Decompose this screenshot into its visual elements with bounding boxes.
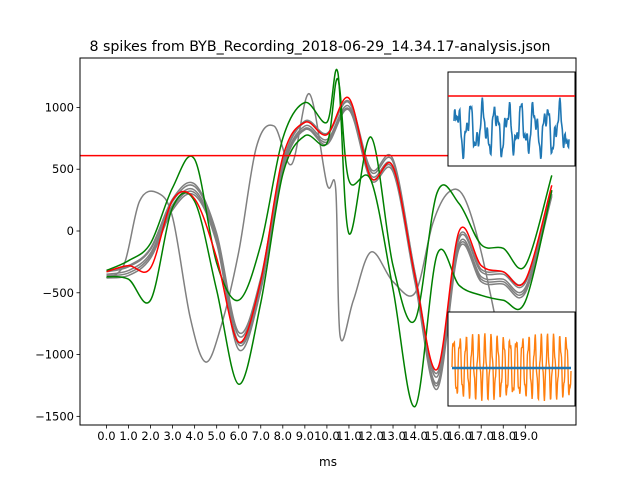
y-tick-label: 0: [67, 224, 74, 238]
x-tick-label: 7.0: [252, 429, 270, 443]
x-tick-label: 3.0: [163, 429, 181, 443]
x-tick-label: 13.0: [380, 429, 406, 443]
x-tick-label: 19.0: [512, 429, 538, 443]
y-tick-label: −500: [42, 286, 74, 300]
x-tick-label: 11.0: [336, 429, 362, 443]
x-tick-label: 15.0: [424, 429, 450, 443]
x-tick-label: 2.0: [141, 429, 159, 443]
y-tick-label: −1000: [35, 348, 74, 362]
x-tick-label: 9.0: [296, 429, 314, 443]
y-tick-label: 500: [52, 162, 74, 176]
series-line-mean-6: [106, 96, 553, 371]
series-line-spike-3: [106, 107, 553, 387]
series-line-upper-7: [106, 68, 553, 323]
x-tick-label: 14.0: [402, 429, 428, 443]
chart-title: 8 spikes from BYB_Recording_2018-06-29_1…: [89, 39, 550, 55]
x-tick-label: 6.0: [230, 429, 248, 443]
x-tick-label: 1.0: [119, 429, 137, 443]
x-tick-label: 0.0: [97, 429, 115, 443]
y-tick-label: −1500: [35, 409, 74, 423]
series-line-lower-8: [106, 78, 553, 408]
series-line-spike-1: [106, 105, 553, 384]
x-tick-label: 17.0: [468, 429, 494, 443]
x-tick-label: 12.0: [358, 429, 384, 443]
x-axis-label: ms: [319, 455, 337, 469]
x-tick-label: 16.0: [446, 429, 472, 443]
y-tick-label: 1000: [45, 100, 74, 114]
series-line-spike-5: [106, 93, 505, 363]
inset-bottom-signal: [451, 333, 572, 402]
x-tick-label: 8.0: [274, 429, 292, 443]
inset-top-signal: [453, 97, 570, 160]
x-tick-label: 18.0: [490, 429, 516, 443]
x-tick-label: 4.0: [185, 429, 203, 443]
axes-frame: [79, 57, 577, 426]
plot-area: 0.0 1.0 2.0 3.0 4.0 5.0 6.0 7.0 8.0 9.0 10.011.012…: [35, 57, 577, 443]
series-group: [106, 68, 553, 408]
x-tick-label: 10.0: [314, 429, 340, 443]
x-tick-label: 5.0: [208, 429, 226, 443]
